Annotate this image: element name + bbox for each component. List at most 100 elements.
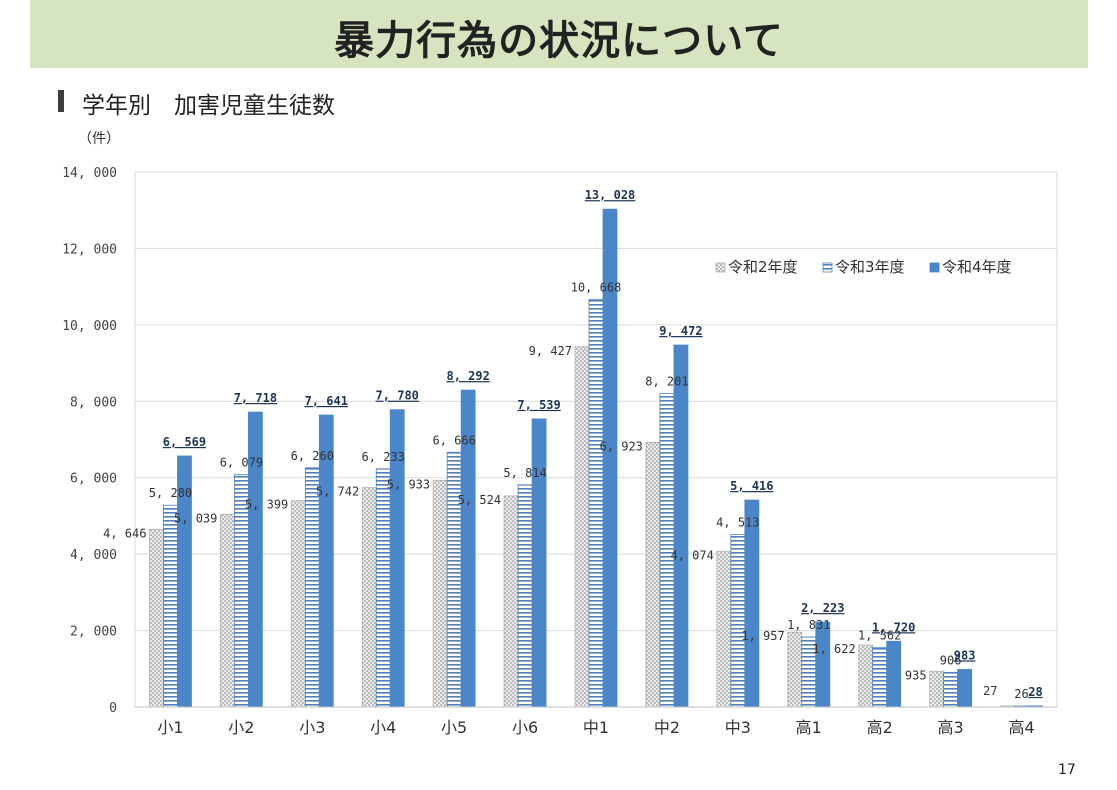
bar-0-4 [432, 479, 448, 708]
data-label-2-11: 983 [954, 648, 976, 662]
data-label-2-4: 8, 292 [446, 369, 489, 383]
x-tick-label: 小3 [299, 718, 325, 737]
x-tick-label: 高4 [1008, 718, 1034, 737]
data-label-0-2: 5, 399 [245, 498, 288, 512]
bar-0-10 [858, 644, 874, 708]
bar-1-10 [872, 646, 888, 708]
data-label-1-2: 6, 260 [291, 449, 334, 463]
data-label-0-10: 1, 622 [812, 642, 855, 656]
y-tick-label: 2, 000 [70, 625, 117, 640]
x-tick-label: 小2 [228, 718, 254, 737]
bar-1-0 [163, 504, 178, 708]
bar-2-9 [815, 621, 831, 708]
data-label-1-8: 4, 513 [716, 516, 759, 530]
data-label-2-12: 28 [1028, 685, 1042, 699]
page-title: 暴力行為の状況について [334, 18, 784, 64]
bar-2-11 [957, 669, 973, 708]
legend-label-2: 令和4年度 [942, 258, 1012, 276]
bar-0-2 [290, 500, 306, 708]
legend-label-0: 令和2年度 [728, 258, 798, 276]
data-label-0-7: 6, 923 [600, 439, 643, 453]
data-label-0-1: 5, 039 [174, 511, 217, 525]
bar-2-10 [886, 640, 902, 708]
data-labels: 4, 646 5, 280 6, 569 5, 039 6, 079 7, 718 5, 3… [103, 188, 1043, 701]
bar-1-6 [588, 298, 604, 708]
bar-0-5 [503, 495, 519, 708]
legend-swatch-1 [822, 262, 833, 273]
bar-1-8 [730, 534, 746, 708]
data-label-0-11: 935 [905, 668, 927, 682]
data-label-1-0: 5, 280 [149, 486, 192, 500]
y-tick-label: 8, 000 [70, 395, 117, 410]
x-tick-label: 小6 [512, 718, 538, 737]
data-label-1-7: 8, 201 [645, 375, 688, 389]
x-tick-label: 中2 [654, 718, 680, 737]
data-label-2-1: 7, 718 [234, 391, 277, 405]
section-marker [58, 90, 64, 112]
data-label-1-3: 6, 233 [362, 450, 405, 464]
x-tick-label: 小5 [441, 718, 467, 737]
y-tick-label: 12, 000 [62, 242, 117, 257]
y-tick-label: 0 [109, 701, 117, 716]
data-label-0-9: 1, 957 [741, 629, 784, 643]
x-tick-label: 高3 [938, 718, 964, 737]
data-label-1-5: 5, 814 [503, 466, 546, 480]
x-tick-label: 高2 [867, 718, 893, 737]
x-axis: 小1 小2 小3 小4 小5 小6 中1 中2 中3 高1 高2 高3 高4 [135, 706, 1057, 737]
y-tick-label: 6, 000 [70, 472, 117, 487]
data-label-2-2: 7, 641 [305, 394, 348, 408]
x-tick-label: 小4 [370, 718, 396, 737]
data-label-1-11: 906 [940, 653, 962, 667]
data-label-0-6: 9, 427 [529, 344, 572, 358]
data-label-1-9: 1, 831 [787, 618, 830, 632]
y-tick-label: 4, 000 [70, 548, 117, 563]
bar-0-3 [361, 487, 377, 708]
x-tick-label: 中1 [583, 718, 609, 737]
data-label-0-5: 5, 524 [458, 493, 501, 507]
bar-0-7 [645, 442, 661, 708]
bar-1-3 [375, 468, 391, 708]
legend-swatch-0 [715, 262, 726, 273]
legend-label-1: 令和3年度 [835, 258, 905, 276]
section-title: 学年別 加害児童生徒数 [82, 93, 335, 119]
x-tick-label: 高1 [796, 718, 822, 737]
data-label-0-4: 5, 933 [387, 477, 430, 491]
data-label-2-5: 7, 539 [517, 398, 560, 412]
bar-0-6 [574, 346, 590, 708]
page-number: 17 [1058, 762, 1076, 778]
y-tick-label: 14, 000 [62, 166, 117, 181]
x-tick-label: 小1 [157, 718, 183, 737]
legend-swatch-2 [929, 262, 940, 273]
y-tick-label: 10, 000 [62, 319, 117, 334]
bar-2-8 [744, 499, 760, 708]
data-label-1-4: 6, 666 [432, 433, 475, 447]
data-label-2-6: 13, 028 [585, 188, 636, 202]
title-band: 暴力行為の状況について [30, 0, 1088, 68]
data-label-1-1: 6, 079 [220, 456, 263, 470]
data-label-0-8: 4, 074 [670, 548, 713, 562]
bar-1-11 [943, 671, 959, 708]
y-axis: 0 2, 000 4, 000 6, 000 8, 000 10, 000 12, 000 1… [62, 166, 117, 716]
bar-0-9 [787, 631, 803, 708]
data-label-2-3: 7, 780 [376, 389, 419, 403]
legend: 令和2年度 令和3年度 令和4年度 [715, 258, 1012, 276]
data-label-1-10: 1, 562 [858, 628, 901, 642]
data-label-2-7: 9, 472 [659, 324, 702, 338]
bar-0-1 [219, 514, 235, 708]
data-label-2-9: 2, 223 [801, 601, 844, 615]
bar-1-5 [517, 484, 533, 708]
bar-1-2 [304, 467, 320, 708]
bar-0-8 [716, 550, 732, 708]
data-label-2-8: 5, 416 [730, 479, 773, 493]
data-label-1-12: 26 [1014, 687, 1028, 701]
bar-1-4 [446, 451, 462, 708]
bar-2-5 [531, 418, 547, 708]
data-label-2-0: 6, 569 [163, 435, 206, 449]
bar-0-11 [929, 670, 945, 708]
data-label-0-0: 4, 646 [103, 526, 146, 540]
data-label-0-12: 27 [983, 684, 997, 698]
bars [149, 208, 1043, 708]
data-label-0-3: 5, 742 [316, 485, 359, 499]
data-label-2-10: 1, 720 [872, 620, 915, 634]
